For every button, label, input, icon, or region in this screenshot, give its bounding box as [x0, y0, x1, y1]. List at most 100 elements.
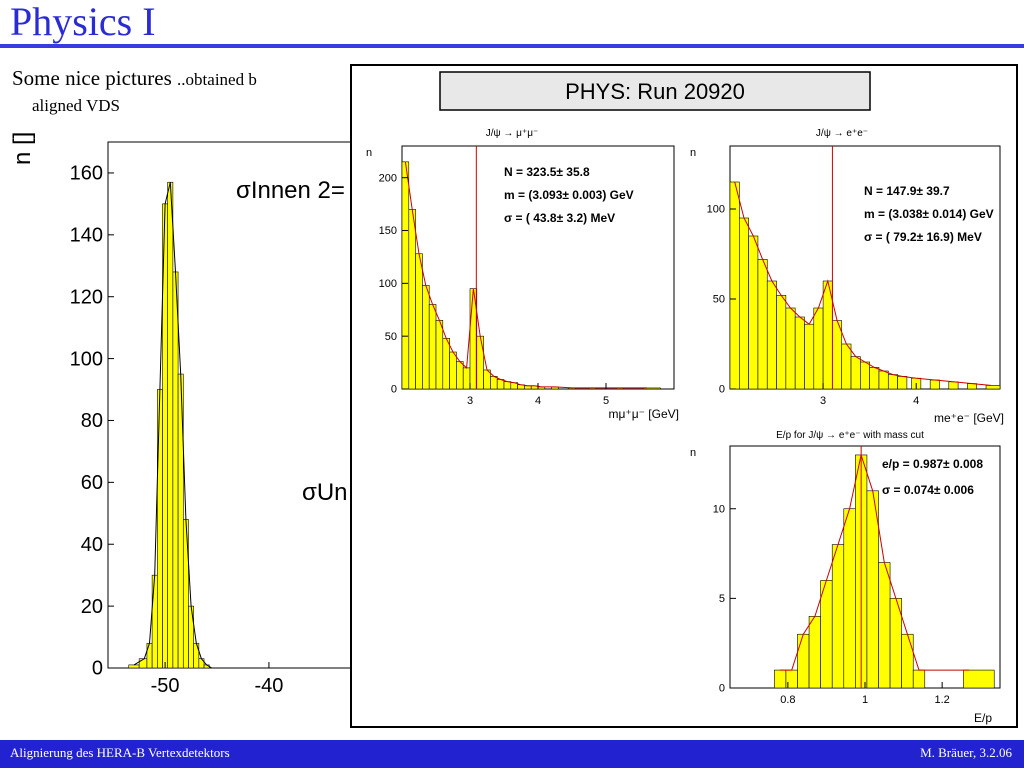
footer-right: M. Bräuer, 3.2.06 — [920, 745, 1012, 760]
big-bar — [193, 642, 200, 669]
mumu-bar — [476, 335, 484, 390]
ep-stat-2: σ = 0.074± 0.006 — [882, 483, 974, 497]
ee-bar — [878, 370, 889, 390]
mumu-bar — [496, 379, 505, 390]
ee-bar — [832, 320, 843, 390]
mumu-ytick-label: 100 — [379, 278, 397, 290]
ee-stat-3: σ = ( 79.2± 16.9) MeV — [864, 230, 982, 244]
mumu-xlabel: mμ⁺μ⁻ [GeV] — [608, 407, 679, 421]
mumu-bar — [524, 385, 532, 390]
ep-ytick-label: 0 — [719, 683, 725, 695]
mumu-bar — [435, 320, 444, 390]
ep-bar — [963, 669, 995, 689]
ee-stat-1: N = 147.9± 39.7 — [864, 184, 950, 198]
mumu-bar — [408, 209, 416, 390]
ep-bar — [912, 669, 926, 689]
big-xtick-label: -50 — [151, 675, 180, 697]
mumu-bar — [442, 337, 450, 390]
ee-bar — [869, 367, 880, 390]
ee-bar — [929, 379, 940, 390]
mumu-bar — [449, 351, 457, 390]
mumu-stat-3: σ = ( 43.8± 3.2) MeV — [504, 211, 615, 225]
mumu-fit-curve — [404, 161, 647, 389]
ep-ylabel: n — [690, 447, 696, 459]
ee-bar — [860, 361, 870, 390]
ep-ytick-label: 5 — [719, 593, 725, 605]
ee-bar — [813, 307, 824, 390]
big-ytick-label: 40 — [81, 534, 103, 556]
big-bar — [151, 574, 158, 669]
ep-bar — [774, 669, 787, 689]
ee-xtick-label: 3 — [820, 395, 826, 407]
subtitle-main: Some nice pictures — [12, 66, 172, 90]
ee-bar — [729, 181, 740, 390]
mumu-ytick-label: 50 — [385, 331, 397, 343]
ep-bar — [808, 615, 821, 689]
big-bar — [198, 658, 205, 669]
big-bar — [128, 664, 140, 669]
ee-bar — [804, 323, 815, 390]
ep-xtick-label: 0.8 — [780, 694, 795, 706]
ep-bar — [797, 633, 810, 689]
big-xtick-label: -40 — [254, 675, 283, 697]
big-ytick-label: 120 — [70, 286, 103, 308]
mumu-bar — [401, 161, 410, 390]
big-ytick-label: 100 — [70, 348, 103, 370]
mumu-bar — [643, 387, 661, 390]
ee-bar — [841, 343, 852, 390]
ee-bar — [739, 217, 749, 390]
ee-stat-2: m = (3.038± 0.014) GeV — [864, 207, 994, 221]
mumu-bar — [422, 285, 430, 390]
footer-left: Alignierung des HERA-B Vertexdetektors — [10, 745, 230, 760]
mumu-xtick-label: 4 — [535, 395, 541, 407]
ep-bar — [866, 490, 879, 689]
run-header-box — [439, 71, 871, 111]
mumu-xtick-label: 5 — [603, 395, 609, 407]
overlay-svg: PHYS: Run 20920 J/ψ → μ⁺μ⁻ n mμ⁺μ⁻ [GeV]… — [366, 71, 1004, 725]
big-ytick-label: 140 — [70, 224, 103, 246]
ee-bar — [887, 374, 898, 390]
big-ytick-label: 20 — [81, 596, 103, 618]
ep-title: E/p for J/ψ → e⁺e⁻ with mass cut — [776, 430, 924, 441]
ee-bar — [785, 307, 796, 390]
ee-ytick-label: 100 — [707, 204, 725, 216]
ee-bar — [757, 259, 768, 390]
ee-bar — [948, 381, 959, 390]
big-bar — [172, 271, 179, 669]
ee-bar — [794, 316, 805, 390]
ep-fit-curve — [780, 453, 970, 671]
run-header: PHYS: Run 20920 — [565, 79, 745, 104]
big-fit-curve — [133, 182, 213, 669]
ee-bar — [897, 376, 908, 390]
subtitle: Some nice pictures ..obtained b — [12, 66, 257, 91]
ee-fit-curve — [734, 181, 991, 386]
title-rule — [0, 44, 1024, 48]
mumu-stat-2: m = (3.093± 0.003) GeV — [504, 188, 634, 202]
ee-bar — [766, 280, 777, 390]
ee-title: J/ψ → e⁺e⁻ — [816, 128, 868, 139]
mumu-ylabel: n — [366, 147, 372, 159]
ep-xtick-label: 1.2 — [934, 694, 949, 706]
mumu-ytick-label: 150 — [379, 225, 397, 237]
ep-bar — [843, 508, 856, 689]
overlay-panel: PHYS: Run 20920 J/ψ → μ⁺μ⁻ n mμ⁺μ⁻ [GeV]… — [350, 64, 1018, 728]
ee-bar — [850, 356, 861, 390]
mumu-bar — [415, 253, 423, 390]
ep-ytick-label: 10 — [713, 503, 725, 515]
slide-title: Physics I — [10, 0, 156, 44]
big-ytick-label: 160 — [70, 163, 103, 185]
ee-ytick-label: 50 — [713, 294, 725, 306]
ep-bar — [820, 580, 833, 689]
big-ylabel: n [] — [9, 132, 36, 165]
mumu-ytick-label: 200 — [379, 172, 397, 184]
ep-stat-1: e/p = 0.987± 0.008 — [882, 457, 983, 471]
ee-xlabel: me⁺e⁻ [GeV] — [934, 411, 1004, 425]
mumu-bar — [490, 376, 498, 390]
mumu-bar — [462, 367, 471, 390]
big-ytick-label: 0 — [92, 658, 103, 680]
mumu-xtick-label: 3 — [467, 395, 473, 407]
big-bar — [167, 181, 174, 669]
footer-bar — [0, 740, 1024, 768]
subtitle-line2: aligned VDS — [32, 96, 120, 115]
ee-ylabel: n — [690, 147, 696, 159]
